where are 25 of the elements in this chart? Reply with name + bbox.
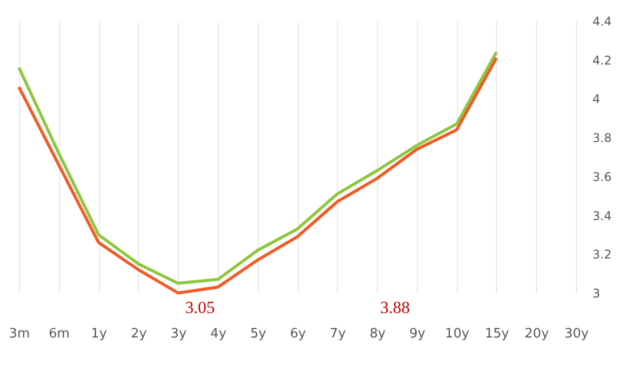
y-tick-label: 4.2 (592, 53, 612, 68)
y-tick-label: 4.4 (592, 14, 612, 28)
x-tick-label: 10y (445, 326, 470, 342)
text: 3.05 (185, 298, 215, 317)
x-tick-label: 5y (250, 326, 266, 342)
text: 3.88 (380, 298, 410, 317)
x-tick-label: 6m (48, 326, 70, 342)
x-tick-label: 9y (409, 326, 426, 342)
x-tick-label: 4y (210, 326, 227, 342)
y-tick-label: 3.4 (592, 208, 612, 223)
x-tick-label: 3y (170, 326, 187, 342)
x-tick-label: 2y (130, 326, 148, 342)
x-tick-label: 3m (8, 326, 30, 342)
x-tick-label: 1y (91, 326, 108, 342)
y-tick-label: 3 (592, 286, 600, 300)
x-tick-label: 7y (330, 326, 346, 342)
y-tick-label: 3.2 (592, 248, 612, 262)
y-tick-label: 3.6 (592, 170, 612, 184)
x-tick-label: 6y (290, 326, 306, 342)
x-tick-label: 30y (564, 326, 589, 342)
y-tick-label: 3.8 (592, 131, 612, 146)
y-tick-label: 4 (592, 92, 600, 106)
x-tick-label: 20y (524, 326, 550, 342)
x-tick-label: 15y (484, 326, 510, 342)
x-tick-label: 8y (370, 326, 386, 342)
